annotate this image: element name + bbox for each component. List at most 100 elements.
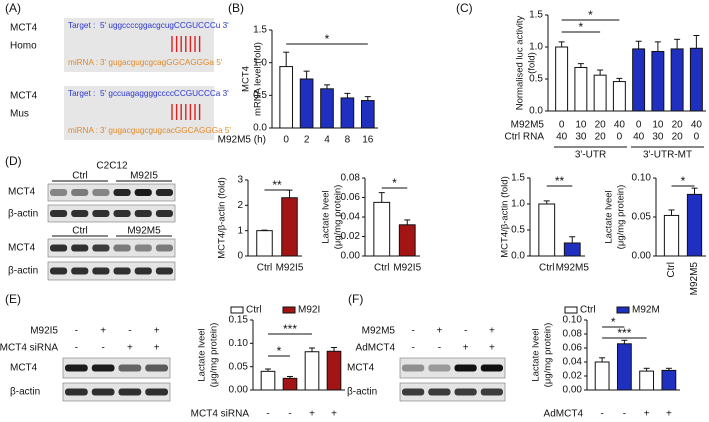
y-tick-label: 0 <box>237 251 243 262</box>
condition-sign: + <box>127 343 133 354</box>
x-row-value: 0 <box>617 132 623 143</box>
blot-strip <box>47 183 176 202</box>
blot-band <box>50 244 68 252</box>
y-tick-label: 0.08 <box>341 173 361 184</box>
x-row-value: 40 <box>691 120 703 131</box>
condition-sign: - <box>101 343 104 354</box>
y-tick-label: 0.5 <box>529 74 543 85</box>
blot-band <box>113 244 131 252</box>
y-tick-label: 3 <box>237 175 243 186</box>
y-axis-label: (fold) <box>527 52 538 74</box>
y-tick-label: 0.10 <box>563 315 583 326</box>
species-label: Homo <box>10 41 37 52</box>
x-row-value: + <box>309 409 315 420</box>
x-row-value: 0 <box>694 132 700 143</box>
blot-band <box>65 364 88 372</box>
bar <box>689 47 703 112</box>
condition-sign: + <box>463 343 469 354</box>
y-axis-label: Lactate lveel <box>321 190 332 243</box>
x-row-value: + <box>644 409 650 420</box>
legend-swatch <box>282 306 296 314</box>
y-tick-label: 0.05 <box>229 361 249 372</box>
bar <box>555 46 569 112</box>
blot-group: M92I5 <box>130 171 158 182</box>
y-axis-label: MCT4 <box>241 66 252 92</box>
sig-label: ** <box>555 174 565 188</box>
blot-strip <box>399 357 506 379</box>
bar <box>360 100 375 129</box>
bar <box>538 203 556 257</box>
x-row-value: 20 <box>595 120 607 131</box>
sequence-box <box>64 86 214 140</box>
blot-band <box>92 210 110 217</box>
condition-sign: - <box>75 326 78 337</box>
blot-row-label: MCT4 <box>8 187 36 198</box>
legend-swatch <box>564 306 578 314</box>
y-tick-label: 0.0 <box>529 106 543 117</box>
blot-strip <box>47 261 176 281</box>
sig-label: * <box>681 174 686 188</box>
sequence-box <box>64 18 214 72</box>
x-row-value: 40 <box>556 132 568 143</box>
sig-label: * <box>325 32 330 46</box>
condition-sign: + <box>154 343 160 354</box>
bar <box>398 224 416 257</box>
y-axis-label: MCT4/β-actin (fold) <box>217 177 228 258</box>
bar <box>612 81 626 112</box>
y-tick-label: 0.00 <box>341 251 361 262</box>
sig-label: * <box>611 315 616 329</box>
x-tick-label: M92M5 <box>556 263 590 274</box>
condition-sign: - <box>411 326 414 337</box>
blot-group: Ctrl <box>72 226 88 237</box>
condition-sign: - <box>75 343 78 354</box>
y-tick-label: 0.06 <box>563 343 583 354</box>
gene-label: MCT4 <box>10 23 38 34</box>
legend-label: M92M <box>632 305 660 316</box>
blot-band <box>118 388 142 396</box>
y-tick-label: 0.15 <box>229 315 249 326</box>
blot-band <box>50 267 68 275</box>
bar <box>373 201 391 257</box>
condition-sign: + <box>489 343 495 354</box>
blot-band <box>134 189 152 196</box>
blot-band <box>145 388 168 396</box>
y-axis-label: Lactate lveel <box>604 190 615 243</box>
condition-sign: + <box>436 326 442 337</box>
y-tick-label: 0.10 <box>632 173 652 184</box>
blot-band <box>134 210 152 217</box>
blot-band <box>113 189 131 196</box>
bar <box>326 350 342 391</box>
x-row-value: + <box>331 409 337 420</box>
x-tick-label: M92I5 <box>276 263 304 274</box>
blot-band <box>428 364 451 372</box>
condition-sign: - <box>464 326 467 337</box>
blot-band <box>155 189 173 196</box>
bar <box>670 48 684 112</box>
y-tick-label: 0.04 <box>341 212 361 223</box>
y-axis-label: Normalised luc activity <box>515 16 526 111</box>
y-axis-label: (μg/mg protein) <box>616 185 627 250</box>
x-tick-label: Ctrl <box>257 263 273 274</box>
blot-row-label: MCT4 <box>10 363 38 374</box>
condition-sign: + <box>100 326 106 337</box>
blot-row-label: β-actin <box>8 266 38 277</box>
x-row-value: - <box>266 409 269 420</box>
bar <box>320 88 334 129</box>
blot-band <box>155 267 173 275</box>
condition-name: M92M5 <box>362 326 396 337</box>
y-tick-label: 0.08 <box>563 329 583 340</box>
blot-band <box>155 244 173 252</box>
y-tick-label: 0.5 <box>511 225 525 236</box>
blot-band <box>454 388 477 396</box>
legend-label: Ctrl <box>580 305 596 316</box>
blot-band <box>65 388 88 396</box>
bar <box>661 369 677 391</box>
condition-name: M92I5 <box>30 326 58 337</box>
sig-label: * <box>579 20 584 34</box>
x-tick-label: 4 <box>324 135 330 146</box>
legend-label: Ctrl <box>246 305 262 316</box>
x-tick-label: Ctrl <box>374 263 390 274</box>
bar <box>574 66 588 112</box>
bar <box>686 193 703 257</box>
bar <box>299 78 314 129</box>
